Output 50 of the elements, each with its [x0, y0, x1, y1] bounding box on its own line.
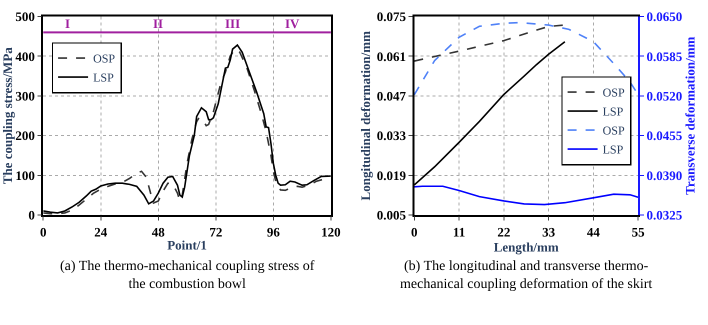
legend-label: OSP — [93, 52, 116, 66]
y-tick-label: 0.019 — [376, 168, 406, 183]
text: (b) The longitudinal and transverse thermo-mechanical coupling deformation of the skirt — [400, 259, 652, 292]
x-tick-label: 120 — [321, 224, 341, 240]
text: (a) The thermo-mechanical coupling stress of the combustion bowl — [60, 259, 315, 292]
y-tick-label: 0.075 — [376, 9, 406, 24]
y-tick-label: 300 — [15, 88, 35, 104]
x-tick-label: 0 — [411, 224, 418, 240]
legend-label: OSP — [602, 86, 625, 100]
x-tick-label: 72 — [209, 224, 222, 240]
y-tick-label: 500 — [15, 9, 35, 24]
y-tick-label: 0.005 — [376, 207, 406, 222]
x-tick-label: 22 — [497, 224, 510, 240]
annotation: III — [225, 16, 240, 31]
y2-tick-label: 0.0520 — [646, 88, 682, 104]
legend-label: OSP — [602, 124, 625, 138]
x-tick-label: 24 — [94, 224, 108, 240]
x-tick-label: 11 — [452, 224, 466, 240]
y-tick-label: 0.061 — [376, 48, 406, 64]
y-tick-label: 0 — [28, 207, 35, 222]
x-tick-label: 96 — [266, 224, 280, 240]
y-tick-label: 200 — [15, 128, 35, 144]
x-axis-title: Point/1 — [167, 237, 207, 252]
y2-tick-label: 0.0650 — [646, 9, 682, 24]
x-tick-label: 55 — [632, 224, 646, 240]
y2-axis-title: Transverse deformation/mm — [682, 36, 698, 195]
y2-tick-label: 0.0455 — [646, 128, 683, 144]
legend-label: LSP — [93, 70, 114, 85]
y2-tick-label: 0.0325 — [646, 207, 683, 222]
legend-label: LSP — [602, 104, 624, 119]
y-tick-label: 0.047 — [376, 88, 406, 104]
y-tick-label: 100 — [15, 168, 35, 183]
x-tick-label: 33 — [542, 224, 556, 240]
annotation: I — [65, 16, 70, 31]
annotation: IV — [285, 16, 300, 31]
y2-tick-label: 0.0585 — [646, 48, 683, 64]
y2-tick-label: 0.0390 — [646, 168, 682, 183]
line-series — [414, 185, 638, 206]
y-tick-label: 400 — [15, 48, 35, 64]
legend-label: LSP — [602, 142, 624, 157]
x-tick-label: 0 — [40, 224, 46, 240]
line-series — [414, 24, 566, 62]
line-series — [414, 22, 638, 96]
y-axis-title: Longitudinal deformation/mm — [358, 30, 374, 200]
x-tick-label: 48 — [152, 224, 166, 240]
x-axis-title: Length/mm — [494, 239, 559, 254]
y-axis-title: The coupling stress/MPa — [0, 46, 15, 184]
y-tick-label: 0.033 — [376, 128, 406, 144]
annotation: II — [153, 16, 164, 31]
x-tick-label: 44 — [586, 224, 600, 240]
